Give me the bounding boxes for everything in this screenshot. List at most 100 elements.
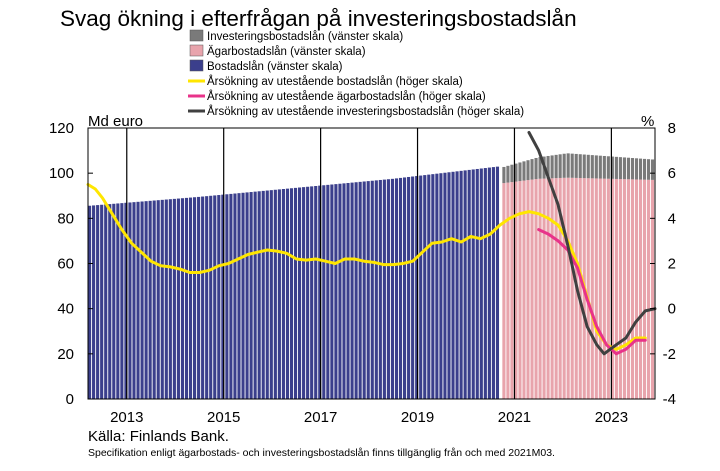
bar-housing-27 bbox=[197, 196, 201, 399]
bar-investment-1 bbox=[506, 165, 510, 183]
x-tick-label-5: 2023 bbox=[595, 409, 628, 426]
legend-label-0: Investeringsbostadslån (vänster skala) bbox=[207, 31, 403, 43]
bar-housing-100 bbox=[491, 167, 495, 399]
bar-investment-35 bbox=[642, 158, 647, 180]
bar-housing-84 bbox=[427, 174, 431, 399]
bar-owner-23 bbox=[594, 178, 598, 399]
legend: Investeringsbostadslån (vänster skala) Äg… bbox=[188, 29, 524, 118]
bar-owner-1 bbox=[506, 182, 510, 399]
bar-housing-4 bbox=[104, 204, 108, 399]
bar-housing-83 bbox=[423, 175, 427, 399]
right-tick-label-0: -4 bbox=[663, 391, 676, 408]
bar-investment-11 bbox=[546, 155, 550, 179]
bar-owner-24 bbox=[598, 178, 602, 399]
bar-housing-17 bbox=[156, 200, 160, 399]
bar-housing-6 bbox=[112, 203, 116, 399]
bar-housing-57 bbox=[318, 185, 322, 399]
bar-housing-18 bbox=[160, 199, 164, 399]
bar-housing-15 bbox=[148, 200, 152, 399]
left-tick-label-5: 100 bbox=[49, 165, 74, 182]
bar-housing-99 bbox=[487, 167, 491, 399]
source-text: Källa: Finlands Bank. bbox=[88, 428, 229, 445]
right-tick-label-6: 8 bbox=[668, 120, 676, 137]
bar-housing-31 bbox=[213, 195, 217, 399]
bar-owner-27 bbox=[610, 178, 614, 399]
bars bbox=[88, 153, 655, 399]
bar-housing-21 bbox=[172, 198, 176, 399]
bar-housing-41 bbox=[253, 191, 257, 399]
bar-housing-81 bbox=[415, 176, 419, 399]
legend-label-4: Årsökning av utestående ägarbostadslån (… bbox=[207, 90, 486, 103]
bar-investment-16 bbox=[566, 153, 570, 178]
bar-housing-92 bbox=[459, 170, 463, 399]
bar-investment-30 bbox=[622, 157, 626, 180]
bar-housing-33 bbox=[221, 194, 225, 399]
bar-investment-36 bbox=[646, 159, 651, 180]
right-axis: -4 -2 0 2 4 6 8 bbox=[650, 120, 676, 408]
bar-housing-85 bbox=[431, 174, 435, 399]
bar-housing-97 bbox=[479, 168, 483, 399]
bar-investment-17 bbox=[570, 153, 574, 178]
bar-investment-24 bbox=[598, 155, 602, 179]
right-tick-label-5: 6 bbox=[668, 165, 676, 182]
bar-investment-15 bbox=[562, 153, 566, 178]
bar-housing-54 bbox=[306, 186, 310, 399]
bar-owner-21 bbox=[586, 178, 590, 399]
bar-owner-7 bbox=[530, 179, 534, 399]
bar-housing-72 bbox=[378, 179, 382, 399]
bar-housing-22 bbox=[176, 198, 180, 399]
bar-owner-10 bbox=[542, 178, 546, 399]
bar-housing-34 bbox=[225, 194, 229, 399]
bar-housing-89 bbox=[447, 172, 451, 399]
series-line-0 bbox=[86, 183, 647, 351]
bar-housing-80 bbox=[411, 176, 415, 399]
bar-housing-3 bbox=[100, 204, 104, 399]
bar-housing-44 bbox=[265, 190, 269, 399]
bar-housing-63 bbox=[342, 183, 346, 399]
bar-owner-12 bbox=[550, 178, 554, 399]
bar-owner-5 bbox=[522, 180, 526, 399]
x-tick-label-2: 2017 bbox=[304, 409, 337, 426]
bar-owner-6 bbox=[526, 180, 530, 399]
bar-owner-11 bbox=[546, 178, 550, 399]
left-axis: 0 20 40 60 80 100 120 bbox=[49, 120, 93, 408]
bar-housing-71 bbox=[374, 180, 378, 399]
bar-investment-26 bbox=[606, 156, 610, 179]
bar-owner-35 bbox=[642, 179, 647, 399]
note-text: Specifikation enligt ägarbostads- och in… bbox=[88, 447, 555, 459]
bar-investment-32 bbox=[630, 158, 635, 180]
bar-investment-0 bbox=[502, 166, 506, 184]
bar-housing-13 bbox=[140, 201, 144, 399]
left-tick-label-1: 20 bbox=[57, 346, 74, 363]
bar-housing-59 bbox=[326, 184, 330, 399]
series-line-1 bbox=[537, 228, 647, 356]
bar-owner-32 bbox=[630, 179, 635, 399]
bar-investment-21 bbox=[586, 154, 590, 179]
bar-owner-31 bbox=[626, 179, 630, 399]
legend-label-1: Ägarbostadslån (vänster skala) bbox=[207, 46, 366, 58]
bar-investment-25 bbox=[602, 155, 606, 179]
bar-owner-37 bbox=[650, 179, 655, 399]
series-line-2 bbox=[527, 131, 657, 356]
bar-owner-2 bbox=[510, 182, 514, 399]
bar-investment-8 bbox=[534, 157, 538, 180]
bar-housing-42 bbox=[257, 191, 261, 399]
bar-housing-77 bbox=[398, 177, 403, 399]
bar-housing-24 bbox=[184, 197, 189, 399]
bar-investment-33 bbox=[634, 158, 639, 180]
bar-investment-29 bbox=[618, 157, 622, 180]
bar-housing-12 bbox=[136, 201, 140, 399]
bar-investment-19 bbox=[578, 154, 582, 179]
x-tick-label-3: 2019 bbox=[401, 409, 434, 426]
bar-housing-73 bbox=[382, 179, 386, 399]
legend-label-2: Bostadslån (vänster skala) bbox=[207, 61, 343, 73]
bar-housing-98 bbox=[483, 168, 487, 399]
left-tick-label-2: 40 bbox=[57, 301, 74, 318]
gridlines bbox=[126, 128, 612, 399]
bar-owner-8 bbox=[534, 179, 538, 399]
bar-housing-75 bbox=[390, 178, 395, 399]
bar-owner-9 bbox=[538, 178, 542, 399]
bar-housing-93 bbox=[463, 170, 467, 399]
legend-swatch-1 bbox=[189, 44, 204, 57]
bar-housing-79 bbox=[407, 176, 411, 399]
